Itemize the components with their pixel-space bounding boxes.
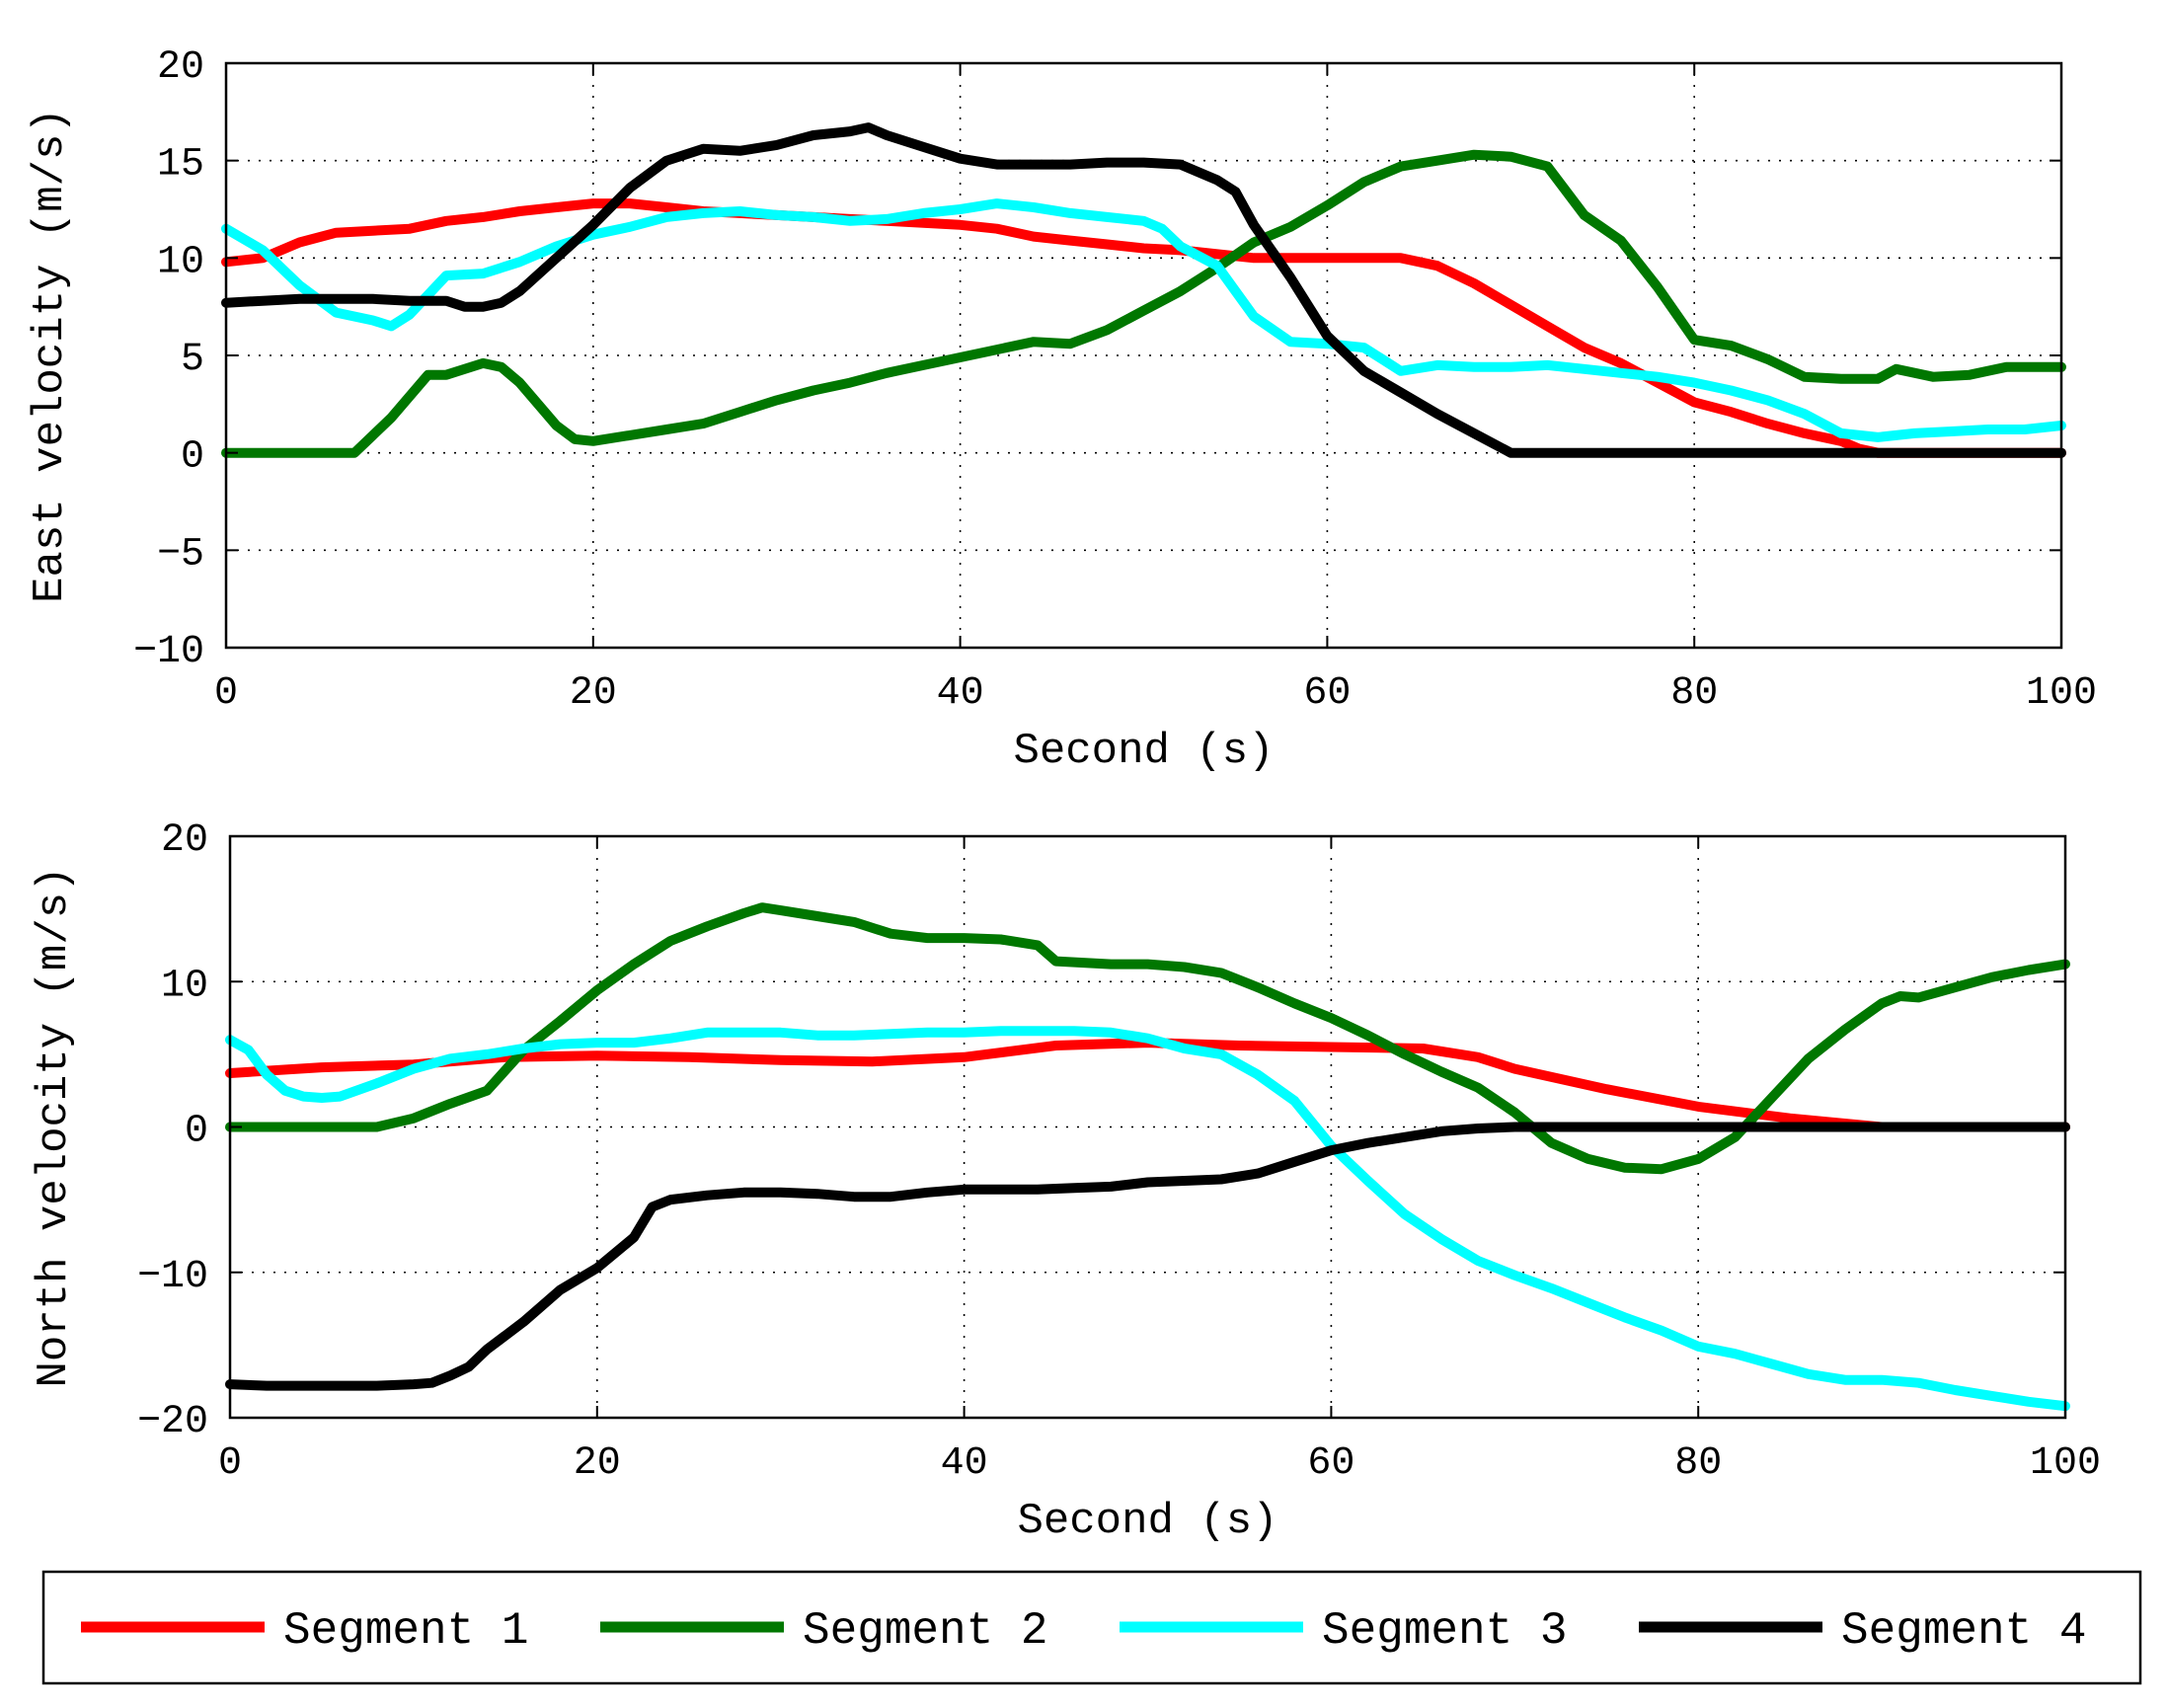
north-velocity-chart: 0 20 40 60 80 100 −20 −10 0 10 20 Second (s) North… <box>30 818 2101 1546</box>
north-y-axis-label: North velocity (m/s) <box>30 866 79 1387</box>
legend-label-segment-1: Segment 1 <box>283 1605 528 1657</box>
north-x-tick-label-0: 0 <box>218 1441 242 1486</box>
north-grid <box>230 836 2065 1418</box>
east-grid <box>226 63 2061 648</box>
legend-label-segment-4: Segment 4 <box>1841 1605 2086 1657</box>
east-y-tick-label--5: −5 <box>157 532 204 577</box>
east-x-tick-label-40: 40 <box>937 671 984 716</box>
north-line-segment-4 <box>225 1122 2070 1391</box>
north-y-tick-label-0: 0 <box>185 1110 208 1154</box>
legend-entry-segment-4: Segment 4 <box>1639 1605 2086 1657</box>
east-y-tick-label-5: 5 <box>181 338 204 382</box>
legend-entry-segment-1: Segment 1 <box>81 1605 528 1657</box>
north-ticks: 0 20 40 60 80 100 −20 −10 0 10 20 <box>137 818 2101 1486</box>
legend-label-segment-2: Segment 2 <box>803 1605 1047 1657</box>
north-x-tick-label-60: 60 <box>1307 1441 1354 1486</box>
north-x-axis-label: Second (s) <box>1017 1497 1277 1546</box>
east-line-segment-3 <box>221 198 2066 442</box>
east-y-tick-label-10: 10 <box>157 240 204 284</box>
north-y-tick-label--20: −20 <box>137 1400 208 1444</box>
north-line-segment-2 <box>225 902 2070 1175</box>
legend-label-segment-3: Segment 3 <box>1322 1605 1567 1657</box>
north-x-tick-label-40: 40 <box>941 1441 988 1486</box>
north-y-tick-label-10: 10 <box>161 964 208 1008</box>
east-plot-frame <box>224 61 2063 650</box>
east-x-axis-label: Second (s) <box>1013 727 1274 776</box>
north-x-tick-label-80: 80 <box>1674 1441 1722 1486</box>
east-y-tick-label-0: 0 <box>181 435 204 480</box>
east-x-tick-label-60: 60 <box>1303 671 1351 716</box>
east-series-group <box>221 122 2066 458</box>
north-x-tick-label-100: 100 <box>2030 1441 2101 1486</box>
north-y-tick-label--10: −10 <box>137 1255 208 1299</box>
east-velocity-chart: 0 20 40 60 80 100 −10 −5 0 5 10 15 20 Second (s) Eas… <box>26 45 2097 776</box>
legend: Segment 1 Segment 2 Segment 3 Segment 4 <box>41 1570 2142 1685</box>
east-line-segment-1 <box>221 198 2066 458</box>
east-x-tick-label-100: 100 <box>2026 671 2097 716</box>
north-x-tick-label-20: 20 <box>574 1441 621 1486</box>
north-y-tick-label-20: 20 <box>161 818 208 863</box>
east-y-tick-label--10: −10 <box>133 630 204 674</box>
east-ticks: 0 20 40 60 80 100 −10 −5 0 5 10 15 20 <box>133 45 2097 716</box>
north-series-group <box>225 902 2070 1412</box>
north-line-segment-3 <box>225 1026 2070 1412</box>
east-x-tick-label-80: 80 <box>1670 671 1718 716</box>
east-y-axis-label: East velocity (m/s) <box>26 108 75 603</box>
east-line-segment-4 <box>221 122 2066 458</box>
legend-entry-segment-2: Segment 2 <box>600 1605 1047 1657</box>
east-line-segment-2 <box>221 149 2066 458</box>
east-x-tick-label-20: 20 <box>570 671 617 716</box>
legend-entry-segment-3: Segment 3 <box>1120 1605 1567 1657</box>
east-x-tick-label-0: 0 <box>214 671 238 716</box>
east-y-tick-label-20: 20 <box>157 45 204 90</box>
east-y-tick-label-15: 15 <box>157 143 204 188</box>
